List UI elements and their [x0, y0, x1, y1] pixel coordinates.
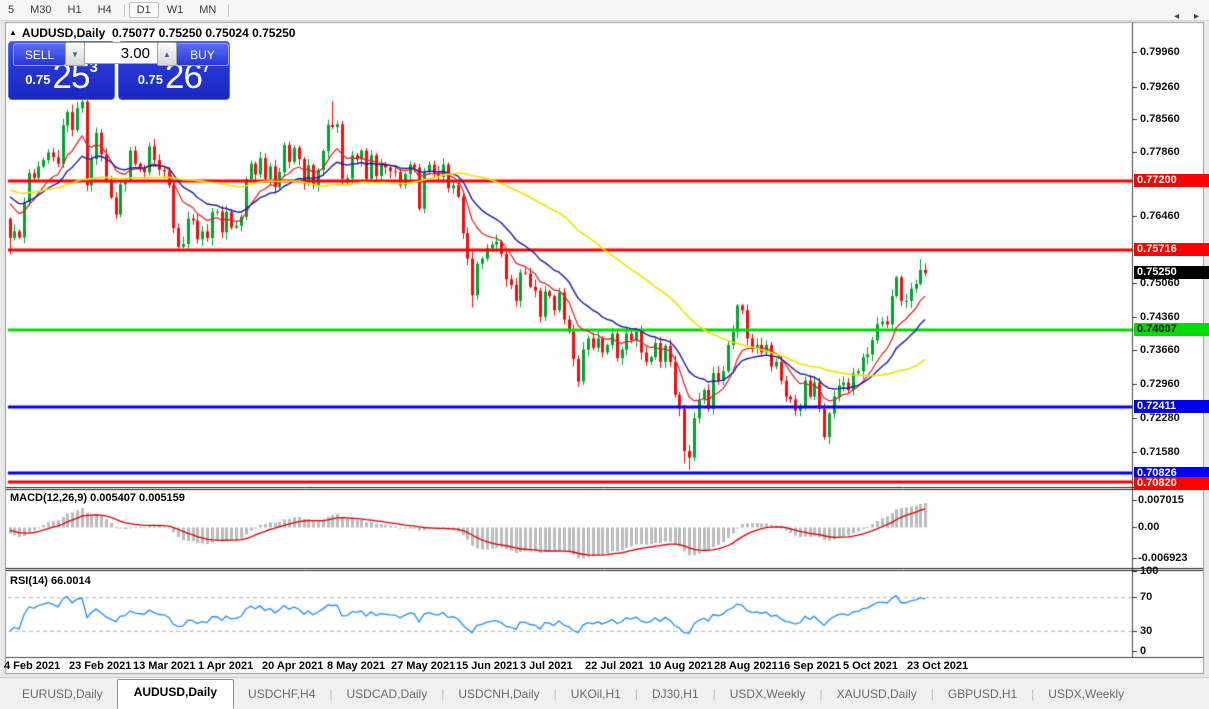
price-axis-label: 0.76460: [1140, 210, 1180, 222]
time-axis-label: 10 Aug 2021: [649, 660, 713, 672]
timeframe-W1[interactable]: W1: [166, 4, 184, 16]
price-level-tag: 0.74007: [1134, 323, 1209, 336]
price-level-tag: 0.70820: [1134, 477, 1209, 490]
macd-indicator-label: MACD(12,26,9) 0.005407 0.005159: [10, 492, 185, 504]
price-axis-label: 0.79960: [1140, 46, 1180, 58]
tab-scroll-left-icon[interactable]: ◂: [1174, 11, 1180, 22]
time-axis-label: 4 Feb 2021: [4, 660, 61, 672]
chart-title: ▲ AUDUSD,Daily 0.75077 0.75250 0.75024 0.…: [9, 26, 295, 40]
timeframe-H1[interactable]: H1: [67, 4, 82, 16]
toolbar-separator: [228, 3, 230, 17]
time-axis-label: 20 Apr 2021: [262, 660, 324, 672]
sell-price-prefix: 0.75: [25, 72, 51, 87]
volume-decrease-button[interactable]: ▼: [65, 42, 85, 66]
price-level-tag: 0.70826: [1134, 467, 1209, 480]
macd-axis-label: 0.007015: [1138, 494, 1184, 506]
macd-current-values: 0.005407 0.005159: [90, 492, 185, 504]
tab-separator: |: [930, 687, 934, 701]
tab-separator: |: [441, 687, 445, 701]
price-axis-label: 0.74360: [1140, 311, 1180, 323]
rsi-axis-label: 30: [1140, 625, 1153, 637]
rsi-axis-label: 70: [1140, 591, 1153, 603]
chart-symbol-period: AUDUSD,Daily: [21, 26, 106, 40]
time-axis-label: 22 Jul 2021: [585, 660, 644, 672]
price-axis-label: 0.73660: [1140, 344, 1180, 356]
timeframe-toolbar: 5 M30 H1 H4 D1 W1 MN: [0, 0, 1209, 21]
chart-tab-DJ30-H1[interactable]: DJ30,H1: [651, 687, 699, 701]
timeframe-5[interactable]: 5: [8, 4, 15, 16]
chart-tab-GBPUSD-H1[interactable]: GBPUSD,H1: [947, 687, 1018, 701]
rsi-indicator-label: RSI(14) 66.0014: [10, 575, 91, 587]
price-level-tag: 0.77200: [1134, 174, 1209, 187]
macd-axis-label: 0.00: [1138, 521, 1160, 533]
chart-tab-USDX-Weekly[interactable]: USDX,Weekly: [729, 687, 806, 701]
timeframe-M30[interactable]: M30: [30, 4, 52, 16]
tab-separator: |: [712, 687, 716, 701]
time-axis-label: 8 May 2021: [327, 660, 386, 672]
time-axis-label: 23 Oct 2021: [907, 660, 969, 672]
buy-price-pipette: 7: [201, 59, 211, 76]
sell-price-pipette: 3: [89, 59, 98, 76]
time-axis-label: 5 Oct 2021: [843, 660, 899, 672]
chart-tab-USDCAD-Daily[interactable]: USDCAD,Daily: [346, 687, 428, 701]
rsi-name: RSI(14): [10, 575, 48, 587]
tab-separator: |: [329, 687, 333, 701]
price-axis-label: 0.75060: [1140, 277, 1180, 289]
tab-separator: |: [634, 687, 638, 701]
chart-tabs-bar: EURUSD,Daily AUDUSD,Daily USDCHF,H4 | USDCAD…: [0, 677, 1209, 709]
chart-tab-EURUSD-Daily[interactable]: EURUSD,Daily: [22, 687, 103, 701]
chart-tab-USDX-Weekly[interactable]: USDX,Weekly: [1048, 687, 1125, 701]
macd-axis-label: -0.006923: [1138, 552, 1188, 564]
timeframe-MN[interactable]: MN: [199, 4, 217, 16]
price-axis-label: 0.77860: [1140, 146, 1180, 158]
time-axis-label: 3 Jul 2021: [520, 660, 573, 672]
chart-tab-USDCNH-Daily[interactable]: USDCNH,Daily: [458, 687, 540, 701]
timeframe-H4[interactable]: H4: [97, 4, 112, 16]
rsi-current-value: 66.0014: [50, 575, 91, 587]
price-axis-label: 0.72960: [1140, 378, 1180, 390]
chart-marker-icon: ▲: [9, 28, 17, 37]
tab-scroll-right-icon[interactable]: ▸: [1193, 11, 1199, 22]
macd-name: MACD(12,26,9): [10, 492, 88, 504]
time-axis-label: 28 Aug 2021: [714, 660, 778, 672]
time-axis-label: 27 May 2021: [391, 660, 456, 672]
time-axis-label: 13 Mar 2021: [133, 660, 196, 672]
buy-price-prefix: 0.75: [137, 72, 164, 87]
chart-tab-AUDUSD-Daily[interactable]: AUDUSD,Daily: [116, 679, 235, 709]
tab-separator: |: [819, 687, 823, 701]
timeframe-D1[interactable]: D1: [128, 2, 159, 18]
time-axis-label: 15 Jun 2021: [456, 660, 519, 672]
toolbar-separator: [123, 3, 125, 17]
chart-tab-XAUUSD-Daily[interactable]: XAUUSD,Daily: [836, 687, 917, 701]
tab-separator: |: [553, 687, 557, 701]
chevron-down-icon: ▼: [71, 49, 79, 59]
time-axis-label: 23 Feb 2021: [69, 660, 132, 672]
price-axis-label: 0.72280: [1140, 412, 1180, 424]
price-axis-label: 0.78560: [1140, 113, 1180, 125]
volume-stepper: ▼ 3.00 ▲: [65, 42, 177, 66]
time-axis-label: 16 Sep 2021: [778, 660, 841, 672]
price-level-tag: 0.72411: [1134, 400, 1209, 413]
rsi-axis-label: 100: [1140, 565, 1159, 577]
volume-input[interactable]: 3.00: [85, 42, 157, 64]
one-click-trading-panel: 0.75253 0.75267 SELL BUY ▼ 3.00 ▲: [8, 41, 230, 100]
chart-tab-UKOil-H1[interactable]: UKOil,H1: [570, 687, 621, 701]
chevron-up-icon: ▲: [163, 49, 171, 59]
tab-scroll-arrows: ◂ ▸: [1162, 11, 1199, 22]
sell-button[interactable]: SELL: [13, 43, 66, 66]
volume-increase-button[interactable]: ▲: [157, 42, 177, 66]
price-level-tag: 0.75716: [1134, 243, 1209, 256]
price-axis-label: 0.79260: [1140, 81, 1180, 93]
price-axis-label: 0.71580: [1140, 446, 1180, 458]
rsi-axis-label: 0: [1140, 645, 1147, 657]
buy-button[interactable]: BUY: [176, 43, 229, 66]
price-level-tag: 0.75250: [1134, 266, 1209, 279]
chart-tab-USDCHF-H4[interactable]: USDCHF,H4: [248, 687, 316, 701]
tab-separator: |: [1031, 687, 1035, 701]
chart-ohlc-values: 0.75077 0.75250 0.75024 0.75250: [111, 26, 296, 40]
time-axis-label: 1 Apr 2021: [198, 660, 254, 672]
